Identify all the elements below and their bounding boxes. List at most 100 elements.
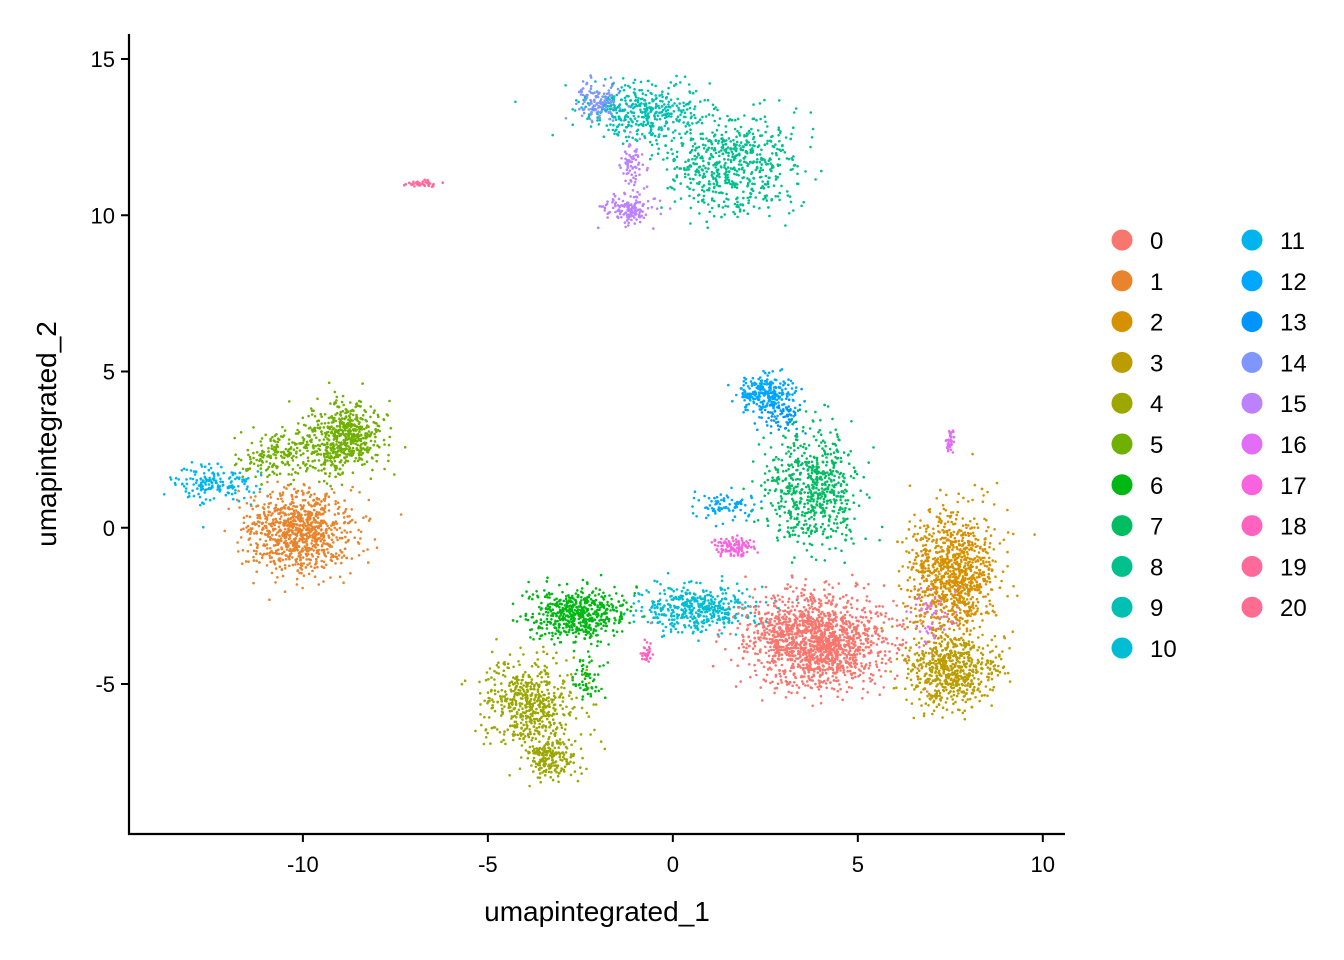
point-cluster-8 xyxy=(655,142,659,146)
point-cluster-5 xyxy=(318,439,321,442)
point-cluster-5 xyxy=(292,478,296,482)
point-cluster-9 xyxy=(624,125,628,129)
point-cluster-11 xyxy=(208,476,211,480)
point-cluster-0 xyxy=(863,606,866,610)
point-cluster-7 xyxy=(807,461,811,465)
point-cluster-11 xyxy=(212,474,216,478)
point-cluster-2 xyxy=(960,555,963,559)
point-cluster-17 xyxy=(731,536,734,539)
point-cluster-9 xyxy=(658,117,662,121)
point-cluster-13 xyxy=(787,418,791,421)
point-cluster-11 xyxy=(241,480,244,483)
point-cluster-9 xyxy=(626,111,630,115)
point-cluster-4 xyxy=(552,656,555,660)
point-cluster-4 xyxy=(555,770,558,774)
point-cluster-11 xyxy=(219,480,222,484)
point-cluster-2 xyxy=(967,524,970,527)
point-cluster-4 xyxy=(523,740,527,744)
point-cluster-4 xyxy=(574,717,578,720)
point-cluster-0 xyxy=(853,671,857,675)
point-cluster-9 xyxy=(607,128,610,132)
point-cluster-2 xyxy=(938,512,942,515)
point-cluster-10 xyxy=(710,603,713,606)
point-cluster-14 xyxy=(600,110,603,113)
point-cluster-3 xyxy=(931,658,934,661)
point-cluster-4 xyxy=(538,776,542,779)
point-cluster-7 xyxy=(823,441,827,444)
point-cluster-0 xyxy=(745,646,748,650)
point-cluster-8 xyxy=(721,206,725,209)
point-cluster-9 xyxy=(678,118,681,122)
point-cluster-14 xyxy=(591,120,594,124)
point-cluster-8 xyxy=(713,119,716,123)
point-cluster-7 xyxy=(822,500,826,504)
point-cluster-4 xyxy=(505,693,508,696)
point-cluster-3 xyxy=(978,699,981,703)
point-cluster-7 xyxy=(809,454,812,458)
point-cluster-1 xyxy=(340,556,344,559)
point-cluster-5 xyxy=(361,451,365,455)
point-cluster-4 xyxy=(547,710,551,714)
point-cluster-4 xyxy=(573,770,577,773)
point-cluster-5 xyxy=(306,456,310,460)
point-cluster-0 xyxy=(851,658,855,661)
point-cluster-15 xyxy=(638,200,642,204)
point-cluster-7 xyxy=(839,456,843,460)
point-cluster-6 xyxy=(577,632,581,635)
point-cluster-0 xyxy=(781,595,784,599)
point-cluster-16 xyxy=(942,628,946,631)
point-cluster-5 xyxy=(302,452,305,455)
point-cluster-5 xyxy=(348,416,352,419)
point-cluster-12 xyxy=(787,378,790,381)
point-cluster-1 xyxy=(329,576,332,579)
point-cluster-2 xyxy=(991,604,995,608)
point-cluster-6 xyxy=(604,696,607,699)
point-cluster-3 xyxy=(935,705,939,709)
point-cluster-15 xyxy=(642,216,646,220)
point-cluster-2 xyxy=(957,492,960,496)
point-cluster-10 xyxy=(655,580,659,583)
point-cluster-12 xyxy=(745,519,748,522)
point-cluster-4 xyxy=(487,716,491,719)
point-cluster-3 xyxy=(962,648,965,651)
point-cluster-14 xyxy=(609,76,613,79)
point-cluster-4 xyxy=(569,673,573,676)
point-cluster-7 xyxy=(831,417,834,421)
point-cluster-11 xyxy=(191,489,194,492)
point-cluster-9 xyxy=(661,108,665,112)
point-cluster-15 xyxy=(618,163,621,167)
point-cluster-3 xyxy=(917,669,921,672)
point-cluster-2 xyxy=(918,526,922,529)
point-cluster-9 xyxy=(653,114,656,117)
point-cluster-7 xyxy=(768,489,772,492)
point-cluster-4 xyxy=(561,700,565,703)
point-cluster-5 xyxy=(310,438,313,442)
point-cluster-7 xyxy=(808,488,811,491)
point-cluster-9 xyxy=(684,125,687,128)
point-cluster-1 xyxy=(313,504,317,508)
point-cluster-16 xyxy=(905,610,908,613)
point-cluster-7 xyxy=(810,471,814,475)
point-cluster-3 xyxy=(927,704,930,707)
point-cluster-2 xyxy=(957,576,960,580)
point-cluster-10 xyxy=(692,592,696,595)
point-cluster-8 xyxy=(718,175,721,179)
point-cluster-6 xyxy=(531,612,535,616)
point-cluster-0 xyxy=(772,633,775,637)
point-cluster-5 xyxy=(252,426,255,429)
point-cluster-2 xyxy=(975,522,979,526)
point-cluster-14 xyxy=(617,91,621,95)
point-cluster-0 xyxy=(753,587,757,591)
point-cluster-14 xyxy=(580,90,583,94)
point-cluster-4 xyxy=(533,729,537,732)
point-cluster-8 xyxy=(691,157,694,161)
point-cluster-2 xyxy=(962,496,965,500)
point-cluster-0 xyxy=(795,586,798,590)
point-cluster-6 xyxy=(626,608,629,611)
point-cluster-15 xyxy=(634,174,638,178)
point-cluster-3 xyxy=(916,678,920,681)
point-cluster-5 xyxy=(252,462,256,466)
point-cluster-0 xyxy=(851,573,854,577)
point-cluster-2 xyxy=(971,544,975,547)
point-cluster-7 xyxy=(824,444,827,448)
